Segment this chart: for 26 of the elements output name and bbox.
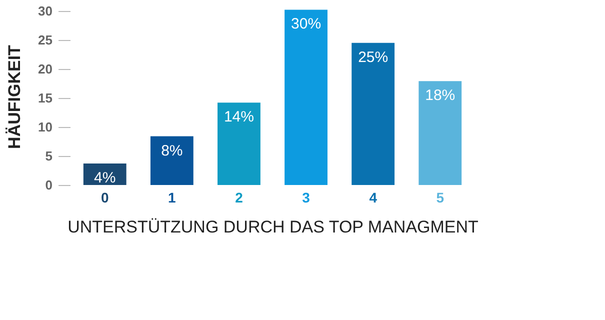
y-tick-label: 15 xyxy=(38,90,52,106)
data-label: 30% xyxy=(291,16,322,33)
y-tick-label: 20 xyxy=(38,61,52,76)
y-tick-label: 30 xyxy=(38,3,52,18)
data-label: 25% xyxy=(358,48,388,66)
x-tick-label: 3 xyxy=(302,190,310,206)
y-tick-label: 0 xyxy=(45,178,52,192)
x-tick-label: 0 xyxy=(100,190,109,206)
data-label: 18% xyxy=(425,87,456,104)
bar xyxy=(150,136,194,185)
y-tick-label: 25 xyxy=(38,32,52,48)
bar xyxy=(352,42,395,185)
data-label: 14% xyxy=(224,108,254,126)
x-tick-label: 5 xyxy=(436,190,444,206)
data-label: 4% xyxy=(94,170,116,187)
x-axis-title: UNTERSTÜTZUNG DURCH DAS TOP MANAGMENT xyxy=(68,218,478,236)
bar xyxy=(218,102,260,185)
y-tick-label: 10 xyxy=(38,119,52,134)
data-label: 8% xyxy=(161,142,183,160)
x-tick-label: 4 xyxy=(369,190,378,206)
x-tick-label: 1 xyxy=(168,190,176,206)
x-tick-label: 2 xyxy=(235,190,244,206)
y-tick-label: 5 xyxy=(45,148,52,164)
bar xyxy=(418,81,462,185)
bar xyxy=(284,10,328,185)
y-axis-title: HÄUFIGKEIT xyxy=(5,44,24,149)
